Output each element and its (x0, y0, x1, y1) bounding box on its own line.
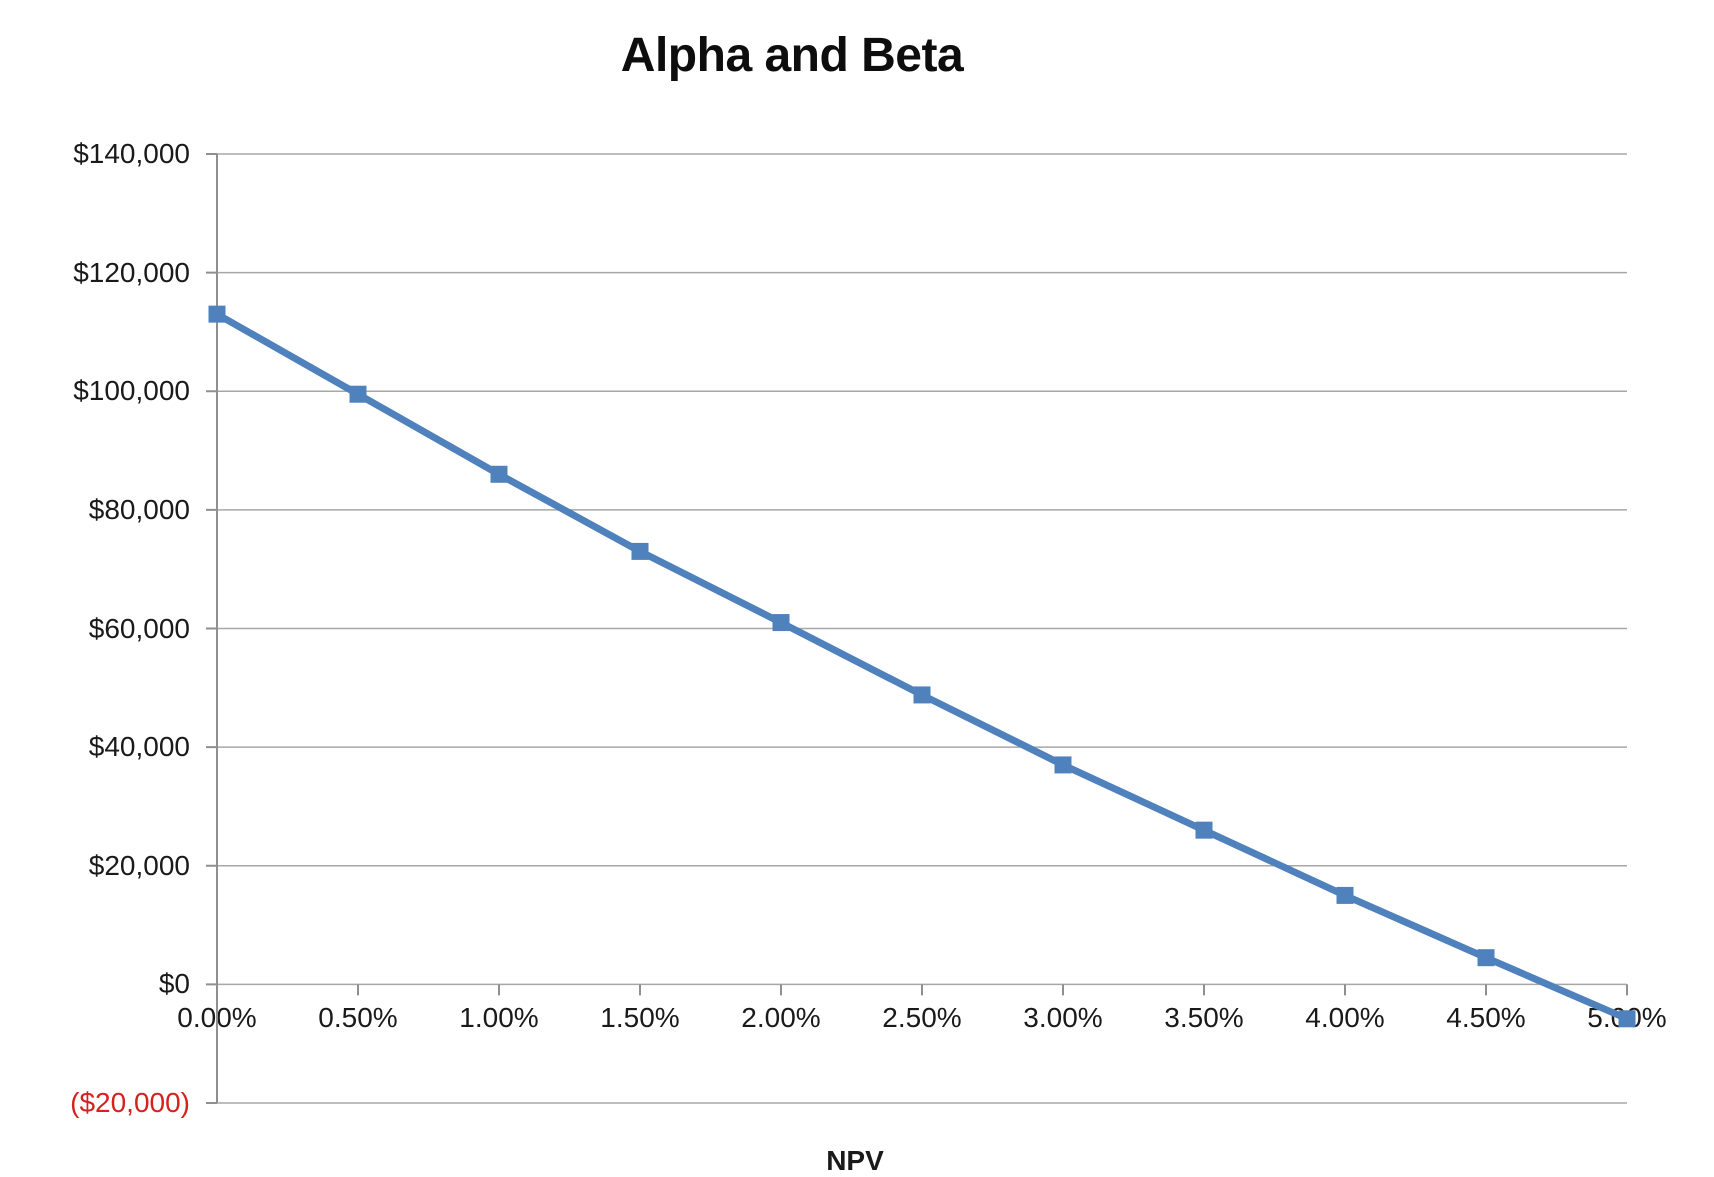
x-tick-label: 1.00% (459, 1002, 539, 1034)
x-tick-label: 0.50% (318, 1002, 398, 1034)
y-tick-label: $100,000 (73, 375, 190, 407)
y-tick-label: $60,000 (88, 612, 190, 644)
y-tick-label: $20,000 (88, 849, 190, 881)
x-tick-label: 3.00% (1023, 1002, 1103, 1034)
clipped-axis-caption: NPV (826, 1145, 884, 1176)
y-tick-label: $40,000 (88, 731, 190, 763)
y-tick-label: ($20,000) (70, 1087, 190, 1118)
y-tick-label: $140,000 (73, 138, 190, 169)
plot-area (206, 153, 1636, 1104)
x-tick-label: 2.50% (882, 1002, 962, 1034)
x-tick-label: 4.50% (1446, 1002, 1526, 1034)
x-tick-label: 2.00% (741, 1002, 821, 1034)
plot-canvas (206, 153, 1636, 1104)
x-tick-label: 1.50% (600, 1002, 680, 1034)
y-tick-label: $0 (158, 968, 190, 1000)
x-tick-label: 3.50% (1164, 1002, 1244, 1034)
x-tick-label: 4.00% (1305, 1002, 1385, 1034)
y-tick-label: $80,000 (88, 493, 190, 525)
y-tick-label: $120,000 (73, 256, 190, 288)
chart-title: Alpha and Beta (620, 29, 964, 82)
